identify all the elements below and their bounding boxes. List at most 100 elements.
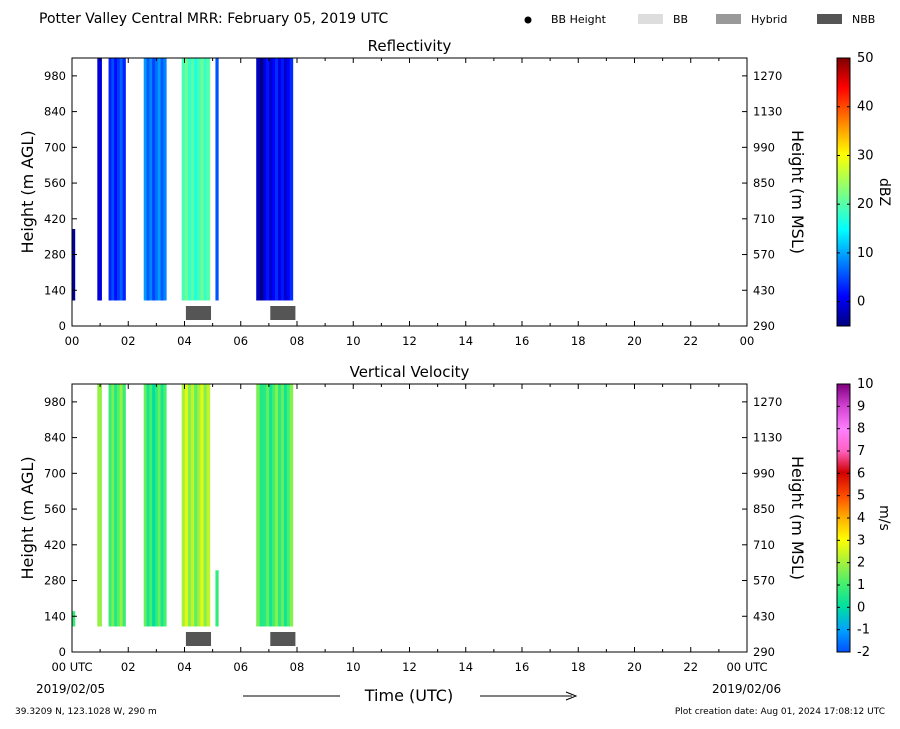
- echo-column: [157, 58, 161, 301]
- echo-column: [206, 58, 211, 301]
- y-tick-label: 840: [44, 105, 66, 119]
- echo-column: [163, 58, 167, 301]
- echo-column: [119, 384, 124, 627]
- x-tick-label: 14: [458, 334, 473, 348]
- y-tick-label: 980: [44, 69, 66, 83]
- y-tick-label: 420: [44, 212, 66, 226]
- legend-label: BB Height: [551, 13, 607, 26]
- x-tick-label: 08: [290, 660, 305, 674]
- echo-column: [266, 58, 270, 301]
- echo-column: [181, 384, 186, 627]
- echo-column: [197, 384, 201, 627]
- legend-label: Hybrid: [751, 13, 787, 26]
- x-tick-label: 20: [627, 660, 642, 674]
- echo-column: [143, 58, 147, 301]
- legend-swatch: [638, 14, 663, 24]
- arrow-head-icon: [565, 691, 578, 701]
- creation-date: Plot creation date: Aug 01, 2024 17:08:1…: [675, 707, 885, 717]
- y-right-tick-label: 850: [753, 502, 775, 516]
- echo-column: [194, 58, 198, 301]
- colorbar-tick-label: -2: [857, 645, 870, 660]
- legend-dot-icon: [524, 16, 532, 24]
- echo-column: [286, 58, 291, 301]
- y-right-tick-label: 430: [753, 609, 775, 623]
- y-tick-label: 840: [44, 431, 66, 445]
- y-tick-label: 700: [44, 466, 66, 480]
- colorbar-tick-label: 0: [857, 295, 865, 310]
- colorbar-tick-label: 7: [857, 444, 865, 459]
- echo-column: [160, 58, 164, 301]
- x-tick-label: 22: [683, 334, 698, 348]
- echo-column: [160, 384, 164, 627]
- y-tick-label: 700: [44, 140, 66, 154]
- x-tick-label: 02: [121, 334, 136, 348]
- bright-band-marker: [185, 632, 212, 646]
- echo-column: [117, 58, 121, 301]
- echo-column: [269, 384, 273, 627]
- echo-column: [108, 384, 112, 627]
- y-right-tick-label: 990: [753, 466, 775, 480]
- bright-band-marker: [270, 306, 296, 320]
- y-tick-label: 280: [44, 574, 66, 588]
- echo-column: [280, 58, 285, 301]
- echo-column: [278, 58, 282, 301]
- echo-column: [108, 58, 112, 301]
- x-tick-label: 04: [177, 660, 192, 674]
- y-tick-label: 560: [44, 502, 66, 516]
- echo-column: [275, 58, 279, 301]
- echo-column: [187, 58, 192, 301]
- y-right-tick-label: 1270: [753, 69, 782, 83]
- y-right-tick-label: 1130: [753, 105, 782, 119]
- colorbar-tick-label: 2: [857, 556, 865, 571]
- echo-column: [203, 58, 208, 301]
- bright-band-legend: BB Height BB Hybrid NBB: [524, 13, 875, 26]
- echo-column: [203, 384, 208, 627]
- y-right-tick-label: 290: [753, 645, 775, 659]
- echo-column: [146, 58, 150, 301]
- colorbar-tick-label: 40: [857, 100, 874, 115]
- x-tick-label: 08: [290, 334, 305, 348]
- echo-column: [283, 384, 288, 627]
- echo-column: [152, 384, 156, 627]
- y-right-tick-label: 1270: [753, 395, 782, 409]
- echo-column: [286, 384, 291, 627]
- echo-column: [215, 58, 219, 301]
- site-location: 39.3209 N, 123.1028 W, 290 m: [15, 707, 157, 717]
- y-tick-label: 0: [59, 319, 66, 333]
- echo-column: [114, 58, 118, 301]
- echo-column: [97, 384, 102, 627]
- legend-label: BB: [673, 13, 688, 26]
- y-axis-label: Height (m AGL): [18, 130, 37, 253]
- colorbar-tick-label: 3: [857, 533, 865, 548]
- x-tick-label: 16: [515, 660, 530, 674]
- y-tick-label: 280: [44, 248, 66, 262]
- colorbar-tick-label: 8: [857, 422, 865, 437]
- echo-column: [289, 384, 294, 627]
- x-tick-label: 20: [627, 334, 642, 348]
- figure-title: Potter Valley Central MRR: February 05, …: [39, 11, 388, 27]
- x-tick-label: 00 UTC: [726, 660, 767, 674]
- echo-column: [215, 570, 219, 627]
- echo-column: [272, 384, 276, 627]
- y-tick-label: 140: [44, 609, 66, 623]
- x-tick-label: 06: [233, 660, 248, 674]
- echo-column: [97, 58, 102, 301]
- echo-column: [111, 384, 115, 627]
- x-tick-label: 12: [402, 660, 417, 674]
- colorbar-tick-label: 10: [857, 246, 874, 261]
- echo-column: [263, 384, 267, 627]
- y-axis-label-right: Height (m MSL): [788, 456, 807, 580]
- echo-column: [263, 58, 267, 301]
- plot-frame: [71, 57, 748, 327]
- echo-column: [154, 58, 159, 301]
- panel-title: Vertical Velocity: [350, 363, 470, 381]
- y-right-tick-label: 710: [753, 538, 775, 552]
- echo-column: [200, 58, 204, 301]
- echo-column: [163, 384, 167, 627]
- echo-column: [143, 384, 147, 627]
- y-right-tick-label: 850: [753, 176, 775, 190]
- y-right-tick-label: 990: [753, 140, 775, 154]
- echo-column: [146, 384, 150, 627]
- y-axis-label-right: Height (m MSL): [788, 130, 807, 254]
